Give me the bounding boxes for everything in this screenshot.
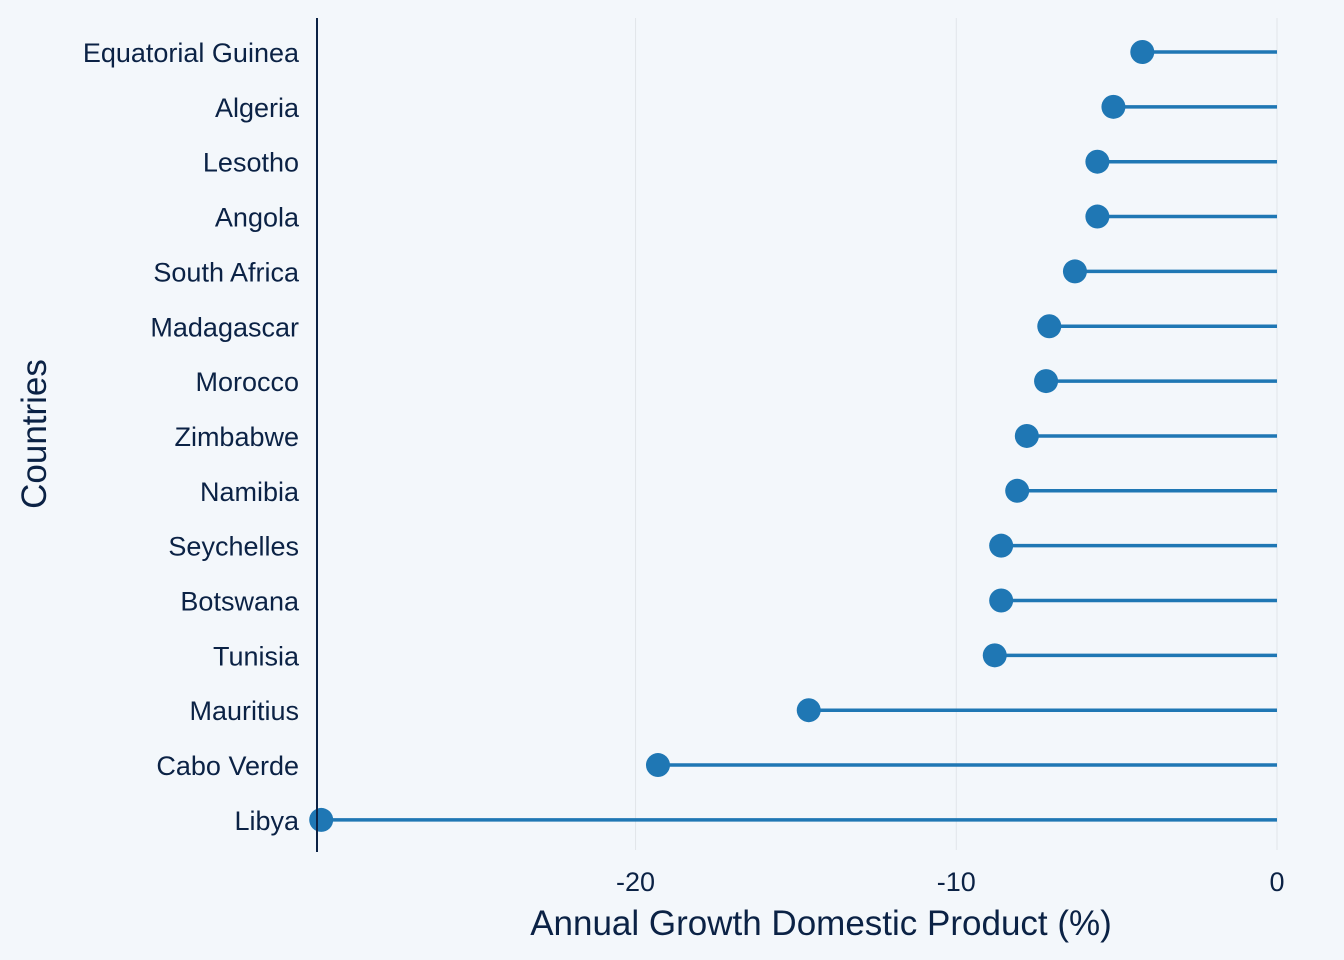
- category-label: Cabo Verde: [156, 751, 299, 781]
- category-label: Libya: [234, 806, 300, 836]
- lollipop-dot: [1130, 40, 1155, 64]
- x-axis-title: Annual Growth Domestic Product (%): [530, 904, 1112, 943]
- category-label: Namibia: [200, 477, 300, 507]
- lollipop-dot: [796, 698, 821, 723]
- category-label: Botswana: [180, 587, 300, 617]
- lollipop-dot: [1062, 259, 1087, 284]
- x-tick-label: 0: [1269, 867, 1284, 897]
- lollipop-dot: [1085, 149, 1110, 174]
- category-label: Angola: [215, 203, 300, 233]
- x-tick-label: -10: [937, 867, 976, 897]
- lollipop-stems: [321, 50, 1277, 822]
- gridlines: [635, 18, 1278, 850]
- lollipop-dot: [1014, 423, 1039, 448]
- lollipop-dot: [1005, 478, 1030, 503]
- lollipop-dot: [309, 807, 334, 832]
- category-label: Madagascar: [150, 312, 299, 342]
- lollipop-dots: [309, 40, 1155, 832]
- category-labels: Equatorial Guinea Algeria Lesotho Angola Sou…: [83, 38, 300, 836]
- category-label: Mauritius: [189, 696, 299, 726]
- category-label: Equatorial Guinea: [83, 38, 300, 68]
- lollipop-dot: [989, 588, 1014, 613]
- lollipop-dot: [645, 753, 670, 778]
- x-tick-label: -20: [616, 867, 655, 897]
- lollipop-dot: [982, 643, 1007, 668]
- lollipop-dot: [1101, 94, 1126, 119]
- x-tick-labels: -20 -10 0: [616, 867, 1285, 897]
- lollipop-dot: [989, 533, 1014, 558]
- category-label: Morocco: [195, 367, 299, 397]
- lollipop-dot: [1085, 204, 1110, 229]
- category-label: Lesotho: [203, 148, 299, 178]
- category-label: Algeria: [215, 93, 300, 123]
- y-axis-title: Countries: [15, 359, 54, 509]
- category-label: South Africa: [153, 257, 300, 287]
- category-label: Tunisia: [213, 641, 300, 671]
- category-label: Zimbabwe: [174, 422, 299, 452]
- lollipop-dot: [1037, 314, 1062, 339]
- category-label: Seychelles: [168, 532, 299, 562]
- lollipop-dot: [1034, 369, 1059, 394]
